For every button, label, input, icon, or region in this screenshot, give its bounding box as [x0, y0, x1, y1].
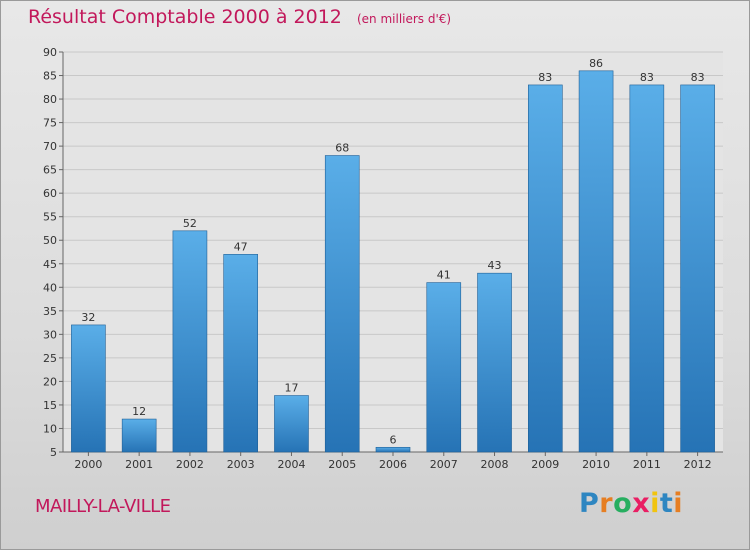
- x-tick-label-2004: 2004: [277, 458, 305, 471]
- y-tick-label: 25: [43, 352, 57, 365]
- x-tick-label-2008: 2008: [481, 458, 509, 471]
- value-label-2001: 12: [132, 405, 146, 418]
- value-label-2010: 86: [589, 57, 603, 70]
- bar-2005: [324, 155, 360, 453]
- y-tick-label: 75: [43, 117, 57, 130]
- bar-2012: [680, 84, 715, 453]
- y-tick-label: 45: [43, 258, 57, 271]
- y-tick-label: 65: [43, 164, 57, 177]
- y-tick-label: 85: [43, 70, 57, 83]
- brand-letter: o: [613, 488, 633, 519]
- x-tick-label-2001: 2001: [125, 458, 153, 471]
- y-tick-label: 30: [43, 328, 57, 341]
- value-label-2009: 83: [538, 71, 552, 84]
- plot-area: [63, 52, 723, 452]
- x-tick-label-2005: 2005: [328, 458, 356, 471]
- y-tick-label: 5: [50, 446, 57, 459]
- y-tick-label: 70: [43, 140, 57, 153]
- bar-2008: [477, 272, 512, 453]
- value-label-2004: 17: [284, 382, 298, 395]
- bar-2000: [71, 324, 106, 453]
- bar-2007: [426, 282, 462, 453]
- value-label-2005: 68: [335, 142, 349, 155]
- place-name: MAILLY-LA-VILLE: [35, 496, 171, 517]
- x-tick-label-2007: 2007: [430, 458, 458, 471]
- bar-2006: [375, 446, 411, 453]
- x-tick-label-2010: 2010: [582, 458, 610, 471]
- y-tick-label: 60: [43, 187, 57, 200]
- y-tick-label: 55: [43, 211, 57, 224]
- value-label-2012: 83: [691, 71, 705, 84]
- y-tick-label: 50: [43, 234, 57, 247]
- x-tick-label-2000: 2000: [74, 458, 102, 471]
- bar-2004: [274, 395, 309, 453]
- x-tick-label-2003: 2003: [227, 458, 255, 471]
- y-tick-label: 10: [43, 422, 57, 435]
- x-tick-label-2011: 2011: [633, 458, 661, 471]
- value-label-2007: 41: [437, 269, 451, 282]
- brand-letter: i: [650, 488, 660, 519]
- y-tick-label: 15: [43, 399, 57, 412]
- bar-2010: [578, 70, 614, 453]
- brand-letter: P: [579, 488, 600, 519]
- brand-logo: Proxiti: [579, 488, 683, 519]
- brand-letter: t: [659, 488, 674, 519]
- y-tick-label: 80: [43, 93, 57, 106]
- chart-subtitle: (en milliers d'€): [356, 12, 452, 26]
- value-label-2002: 52: [183, 217, 197, 230]
- brand-letter: r: [599, 488, 614, 519]
- bar-2009: [528, 84, 563, 453]
- bar-2002: [172, 230, 208, 453]
- x-tick-label-2009: 2009: [531, 458, 559, 471]
- value-label-2000: 32: [81, 311, 95, 324]
- brand-letter: i: [673, 488, 684, 519]
- x-tick-label-2002: 2002: [176, 458, 204, 471]
- bar-2011: [629, 84, 665, 453]
- y-tick-label: 90: [43, 46, 57, 59]
- value-label-2008: 43: [488, 259, 502, 272]
- value-label-2011: 83: [640, 71, 654, 84]
- chart-title: Résultat Comptable 2000 à 2012: [28, 6, 342, 28]
- title-row: Résultat Comptable 2000 à 2012 (en milli…: [28, 6, 451, 28]
- y-tick-label: 40: [43, 281, 57, 294]
- y-tick-label: 20: [43, 375, 57, 388]
- y-tick-label: 35: [43, 305, 57, 318]
- value-label-2003: 47: [234, 240, 248, 253]
- value-label-2006: 6: [390, 433, 397, 446]
- bar-2001: [121, 418, 157, 453]
- brand-letter: x: [632, 488, 651, 519]
- x-tick-label-2012: 2012: [684, 458, 712, 471]
- bar-2003: [223, 254, 258, 453]
- x-tick-label-2006: 2006: [379, 458, 407, 471]
